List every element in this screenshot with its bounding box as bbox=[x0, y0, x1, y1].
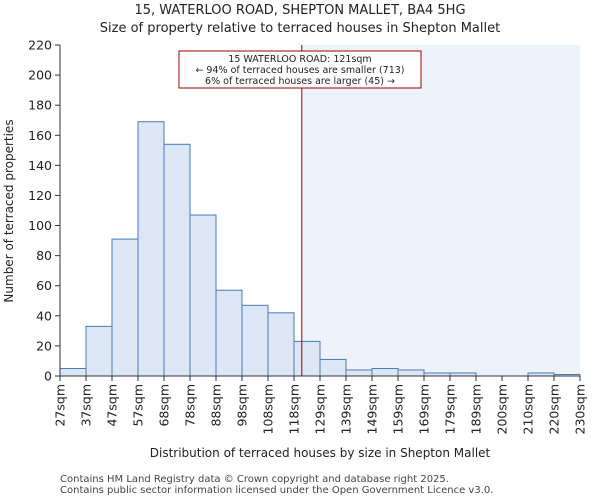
y-tick-label: 120 bbox=[28, 188, 52, 203]
x-tick-label: 47sqm bbox=[105, 384, 120, 427]
chart-title-subtitle: Size of property relative to terraced ho… bbox=[99, 21, 501, 36]
x-tick-label: 27sqm bbox=[53, 384, 68, 427]
footer-licence: Contains public sector information licen… bbox=[60, 485, 494, 496]
larger-region-background bbox=[301, 45, 580, 376]
x-tick-label: 118sqm bbox=[287, 384, 302, 434]
x-tick-label: 189sqm bbox=[469, 384, 484, 434]
y-tick-label: 60 bbox=[36, 278, 52, 293]
histogram-bar bbox=[137, 121, 165, 377]
histogram-bar bbox=[111, 238, 139, 377]
histogram-bar bbox=[345, 369, 373, 377]
histogram-bar bbox=[59, 367, 87, 377]
histogram-bar bbox=[215, 289, 243, 377]
histogram-bar bbox=[163, 143, 191, 377]
histogram-bar bbox=[267, 312, 295, 377]
chart-title-address: 15, WATERLOO ROAD, SHEPTON MALLET, BA4 5… bbox=[134, 3, 466, 18]
histogram-bar bbox=[189, 214, 217, 377]
y-axis-label: Number of terraced properties bbox=[2, 119, 16, 302]
histogram-bar bbox=[319, 358, 347, 377]
annotation-line-1: 15 WATERLOO ROAD: 121sqm bbox=[228, 54, 371, 65]
x-axis-label: Distribution of terraced houses by size … bbox=[150, 446, 491, 460]
y-tick-label: 80 bbox=[36, 248, 52, 263]
x-tick-label: 129sqm bbox=[313, 384, 328, 434]
y-tick-label: 200 bbox=[28, 68, 52, 83]
x-tick-label: 108sqm bbox=[261, 384, 276, 434]
y-tick-label: 100 bbox=[28, 218, 52, 233]
annotation-line-3: 6% of terraced houses are larger (45) → bbox=[205, 76, 395, 87]
histogram-bar bbox=[85, 325, 113, 377]
y-tick-label: 40 bbox=[36, 308, 52, 323]
x-tick-label: 37sqm bbox=[79, 384, 94, 427]
y-tick-label: 20 bbox=[36, 338, 52, 353]
x-tick-label: 68sqm bbox=[157, 384, 172, 427]
x-tick-label: 149sqm bbox=[365, 384, 380, 434]
x-tick-label: 169sqm bbox=[417, 384, 432, 434]
x-tick-label: 220sqm bbox=[547, 384, 562, 434]
y-tick-label: 0 bbox=[44, 369, 52, 384]
histogram-bar bbox=[293, 340, 321, 377]
y-tick-label: 180 bbox=[28, 98, 52, 113]
x-tick-label: 179sqm bbox=[443, 384, 458, 434]
x-tick-label: 210sqm bbox=[521, 384, 536, 434]
footer-copyright: Contains HM Land Registry data © Crown c… bbox=[60, 474, 449, 485]
histogram-bar bbox=[371, 367, 399, 377]
x-tick-label: 98sqm bbox=[235, 384, 250, 427]
y-tick-label: 160 bbox=[28, 128, 52, 143]
x-tick-label: 159sqm bbox=[391, 384, 406, 434]
x-tick-label: 78sqm bbox=[183, 384, 198, 427]
y-tick-label: 140 bbox=[28, 158, 52, 173]
annotation-line-2: ← 94% of terraced houses are smaller (71… bbox=[195, 65, 404, 76]
x-tick-label: 200sqm bbox=[495, 384, 510, 434]
histogram-bar bbox=[397, 369, 425, 377]
annotation-box bbox=[178, 50, 422, 89]
histogram-bar bbox=[241, 304, 269, 377]
y-tick-label: 220 bbox=[28, 38, 52, 53]
x-tick-label: 57sqm bbox=[131, 384, 146, 427]
x-tick-label: 88sqm bbox=[209, 384, 224, 427]
x-tick-label: 139sqm bbox=[339, 384, 354, 434]
x-tick-label: 230sqm bbox=[573, 384, 588, 434]
